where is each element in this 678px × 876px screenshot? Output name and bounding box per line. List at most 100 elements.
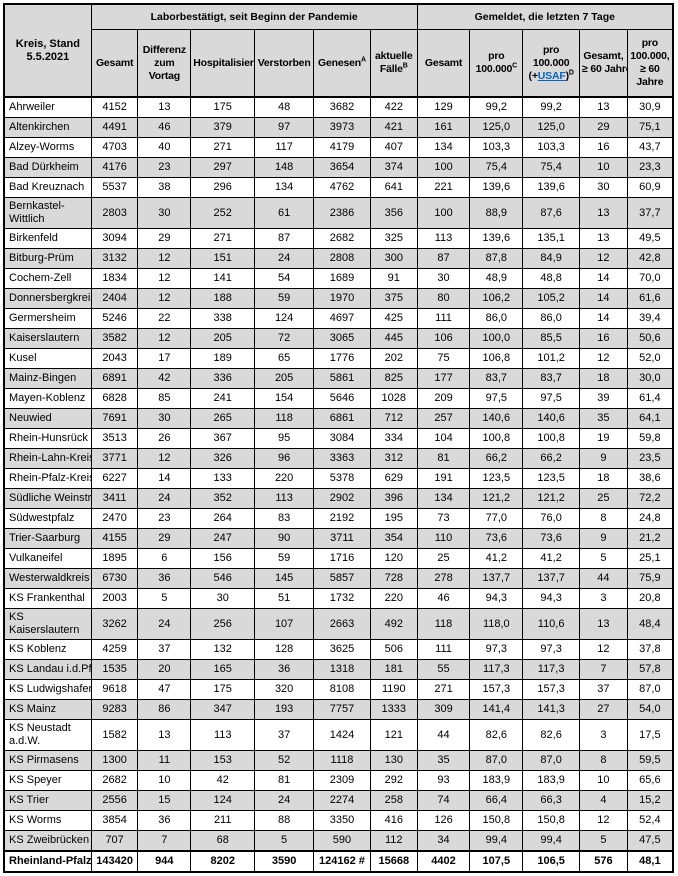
value-cell: 12 xyxy=(579,348,628,369)
kreis-cell: Cochem-Zell xyxy=(3,268,92,289)
table-row: Rhein-Lahn-Kreis 3771 12 326 96 3363 312 81 66,2… xyxy=(3,448,674,469)
value-cell: 60,9 xyxy=(626,177,674,198)
value-cell: 134 xyxy=(416,137,471,158)
value-cell: 120 xyxy=(369,548,418,569)
value-cell: 141 xyxy=(190,268,256,289)
value-cell: 75,4 xyxy=(522,157,581,178)
table-row: Südwestpfalz 2470 23 264 83 2192 195 73 77,0 76,0… xyxy=(3,508,674,529)
kreis-cell: Kusel xyxy=(3,348,92,369)
value-cell: 9 xyxy=(579,528,628,549)
value-cell: 61 xyxy=(254,197,315,229)
value-cell: 100,8 xyxy=(469,428,524,449)
value-cell: 48 xyxy=(254,96,315,118)
table-row: Rhein-Pfalz-Kreis 6227 14 133 220 5378 629 191 1… xyxy=(3,468,674,489)
value-cell: 97,5 xyxy=(522,388,581,409)
value-cell: 175 xyxy=(190,96,256,118)
value-cell: 21,2 xyxy=(626,528,674,549)
value-cell: 320 xyxy=(254,679,315,700)
value-cell: 241 xyxy=(190,388,256,409)
value-cell: 44 xyxy=(416,719,471,751)
usaf-link[interactable]: USAF xyxy=(537,69,566,82)
kreis-cell: KS Trier xyxy=(3,790,92,811)
value-cell: 15668 xyxy=(369,850,418,873)
table-row: Südliche Weinstr. 3411 24 352 113 2902 396 134 1… xyxy=(3,488,674,509)
value-cell: 139,6 xyxy=(522,177,581,198)
value-cell: 99,2 xyxy=(522,96,581,118)
value-cell: 111 xyxy=(416,308,471,329)
table-row: Bitburg-Prüm 3132 12 151 24 2808 300 87 87,8 84,9… xyxy=(3,248,674,269)
value-cell: 97,5 xyxy=(469,388,524,409)
table-row: Kusel 2043 17 189 65 1776 202 75 106,8 101,2 12 52,… xyxy=(3,348,674,369)
kreis-cell: Westerwaldkreis xyxy=(3,568,92,589)
value-cell: 105,2 xyxy=(522,288,581,309)
value-cell: 19 xyxy=(579,428,628,449)
value-cell: 7 xyxy=(579,659,628,680)
value-cell: 42 xyxy=(137,368,192,389)
value-cell: 125,0 xyxy=(469,117,524,138)
value-cell: 2309 xyxy=(313,770,371,791)
value-cell: 77,0 xyxy=(469,508,524,529)
value-cell: 728 xyxy=(369,568,418,589)
value-cell: 205 xyxy=(190,328,256,349)
value-cell: 334 xyxy=(369,428,418,449)
value-cell: 6 xyxy=(137,548,192,569)
footnote-marker: A xyxy=(361,56,366,63)
value-cell: 407 xyxy=(369,137,418,158)
kreis-cell: Bernkastel- Wittlich xyxy=(3,197,92,229)
value-cell: 156 xyxy=(190,548,256,569)
value-cell: 3262 xyxy=(90,608,139,640)
value-cell: 39 xyxy=(579,388,628,409)
value-cell: 825 xyxy=(369,368,418,389)
value-cell: 5 xyxy=(579,830,628,852)
table-row: Donnersbergkreis 2404 12 188 59 1970 375 80 106,… xyxy=(3,288,674,309)
value-cell: 1424 xyxy=(313,719,371,751)
value-cell: 23,3 xyxy=(626,157,674,178)
column-header-pro-100000: pro 100.000C xyxy=(469,29,524,98)
value-cell: 1535 xyxy=(90,659,139,680)
value-cell: 6828 xyxy=(90,388,139,409)
value-cell: 5537 xyxy=(90,177,139,198)
value-cell: 81 xyxy=(254,770,315,791)
kreis-cell: Südliche Weinstr. xyxy=(3,488,92,509)
value-cell: 338 xyxy=(190,308,256,329)
value-cell: 22 xyxy=(137,308,192,329)
value-cell: 425 xyxy=(369,308,418,329)
value-cell: 326 xyxy=(190,448,256,469)
value-cell: 13 xyxy=(137,719,192,751)
value-cell: 107,5 xyxy=(469,850,524,873)
value-cell: 73,6 xyxy=(522,528,581,549)
column-header-gesamt-60: Gesamt, ≥ 60 Jahre xyxy=(579,29,628,98)
value-cell: 271 xyxy=(190,137,256,158)
value-cell: 35 xyxy=(579,408,628,429)
value-cell: 48,8 xyxy=(522,268,581,289)
value-cell: 70,0 xyxy=(626,268,674,289)
value-cell: 10 xyxy=(579,770,628,791)
value-cell: 133 xyxy=(190,468,256,489)
value-cell: 121,2 xyxy=(469,488,524,509)
table-row: Bad Dürkheim 4176 23 297 148 3654 374 100 75,4 75… xyxy=(3,157,674,178)
footnote-marker: C xyxy=(512,62,518,70)
value-cell: 18 xyxy=(579,368,628,389)
kreis-cell: Südwestpfalz xyxy=(3,508,92,529)
value-cell: 85 xyxy=(137,388,192,409)
value-cell: 356 xyxy=(369,197,418,229)
value-cell: 175 xyxy=(190,679,256,700)
value-cell: 3711 xyxy=(313,528,371,549)
table-row: Alzey-Worms 4703 40 271 117 4179 407 134 103,3 10… xyxy=(3,137,674,158)
value-cell: 117,3 xyxy=(469,659,524,680)
value-cell: 4152 xyxy=(90,96,139,118)
table-row: Cochem-Zell 1834 12 141 54 1689 91 30 48,9 48,8 14… xyxy=(3,268,674,289)
value-cell: 124 xyxy=(254,308,315,329)
value-cell: 1300 xyxy=(90,750,139,771)
kreis-cell: KS Frankenthal xyxy=(3,588,92,609)
kreis-cell: Ahrweiler xyxy=(3,96,92,118)
value-cell: 14 xyxy=(579,308,628,329)
value-cell: 121 xyxy=(369,719,418,751)
kreis-cell: KS Neustadt a.d.W. xyxy=(3,719,92,751)
value-cell: 3094 xyxy=(90,228,139,249)
value-cell: 143420 xyxy=(90,850,139,873)
table-row: KS Frankenthal 2003 5 30 51 1732 220 46 94,3 94,3… xyxy=(3,588,674,609)
kreis-cell: KS Koblenz xyxy=(3,639,92,660)
value-cell: 9283 xyxy=(90,699,139,720)
value-cell: 2808 xyxy=(313,248,371,269)
